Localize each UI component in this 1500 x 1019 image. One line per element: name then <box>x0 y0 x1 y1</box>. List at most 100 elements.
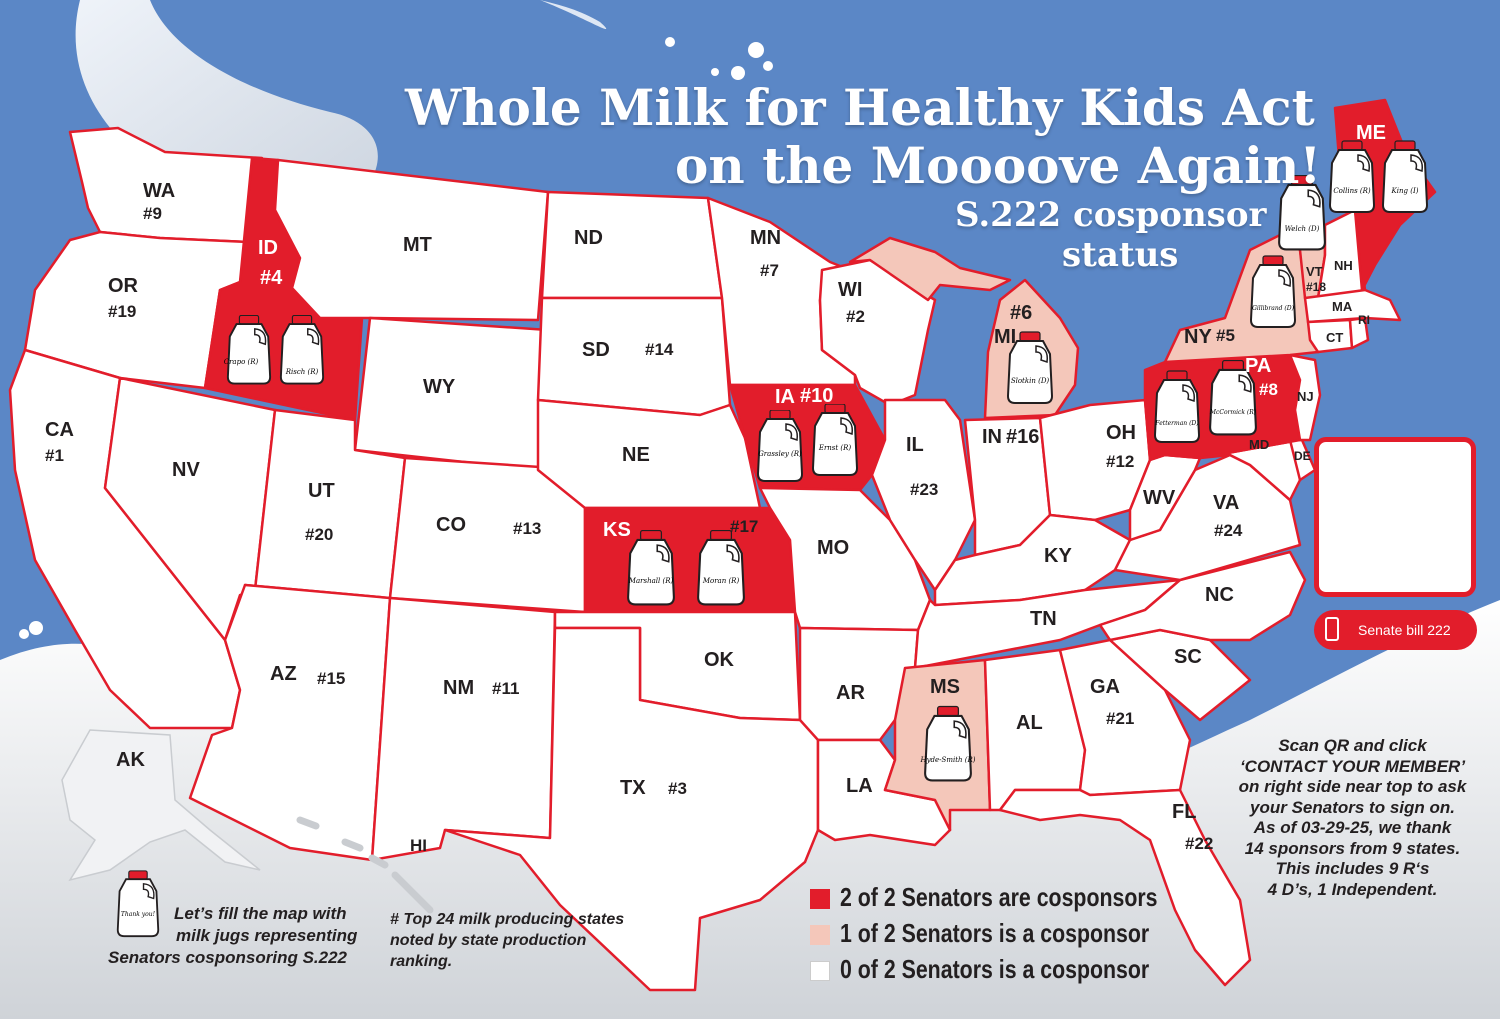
rank-tx: #3 <box>668 779 687 798</box>
label-ok: OK <box>704 649 734 671</box>
rank-wi: #2 <box>846 307 865 326</box>
label-ia: IA <box>775 386 795 408</box>
rank-fl: #22 <box>1185 834 1214 853</box>
rank-wa: #9 <box>143 204 162 223</box>
label-nh: NH <box>1334 258 1353 273</box>
subtitle-line-1: S.222 cosponsor <box>955 195 1267 235</box>
label-nc: NC <box>1205 584 1234 606</box>
senate-bill-label: Senate bill 222 <box>1358 622 1451 638</box>
senate-bill-link[interactable]: Senate bill 222 <box>1314 610 1477 650</box>
state-tx <box>443 626 820 992</box>
label-ms: MS <box>930 676 960 698</box>
rank-id: #4 <box>260 267 283 289</box>
rank-sd: #14 <box>645 340 674 359</box>
label-ne: NE <box>622 444 650 466</box>
scan-line-3: on right side near top to ask <box>1238 777 1467 796</box>
rank-va: #24 <box>1214 521 1243 540</box>
scan-line-7: This includes 9 R‘s <box>1275 859 1430 878</box>
rank-ia: #10 <box>800 385 834 407</box>
rank-co: #13 <box>513 519 542 538</box>
label-al: AL <box>1016 712 1043 734</box>
label-ca: CA <box>45 419 74 441</box>
top24-note: # Top 24 milk producing states noted by … <box>390 909 640 972</box>
svg-text:Fetterman (D): Fetterman (D) <box>1154 420 1199 427</box>
title-line-1: Whole Milk for Healthy Kids Act <box>405 78 1315 137</box>
svg-text:Hyde-Smith (R): Hyde-Smith (R) <box>920 756 976 764</box>
jug-id-crapo: Crapo (R) <box>224 315 272 385</box>
label-az: AZ <box>270 663 297 685</box>
rank-ga: #21 <box>1106 709 1135 728</box>
label-mi: MI <box>994 326 1017 348</box>
label-tn: TN <box>1030 608 1057 630</box>
jug-ks-moran: Moran (R) <box>697 530 745 606</box>
scan-line-4: your Senators to sign on. <box>1250 797 1455 817</box>
jug-id-risch: Risch (R) <box>279 315 325 385</box>
rank-oh: #12 <box>1106 452 1135 471</box>
state-ct <box>1306 318 1354 354</box>
rank-vt: #18 <box>1306 280 1327 294</box>
label-ky: KY <box>1044 545 1072 567</box>
jug-pa-fetterman: Fetterman (D) <box>1153 370 1201 444</box>
jug-vt-welch: Welch (D) <box>1278 175 1326 251</box>
label-sc: SC <box>1174 646 1202 668</box>
jug-pa-mccormick: McCormick (R) <box>1209 360 1257 436</box>
label-oh: OH <box>1106 422 1136 444</box>
label-de: DE <box>1294 449 1311 463</box>
label-ak: AK <box>116 749 145 771</box>
label-ar: AR <box>836 682 865 704</box>
legend-swatch-two <box>810 889 830 909</box>
label-wv: WV <box>1143 487 1176 509</box>
rank-ks: #17 <box>730 517 759 536</box>
jug-ny-gillibrand: Gillibrand (D) <box>1249 255 1297 329</box>
svg-text:Crapo (R): Crapo (R) <box>224 358 259 366</box>
rank-az: #15 <box>317 669 346 688</box>
state-mi-upper <box>848 236 1012 302</box>
jug-ia-ernst: Ernst (R) <box>812 404 858 476</box>
fill-line-2: milk jugs representing <box>176 926 358 945</box>
jug-me-king: King (I) <box>1381 140 1429 214</box>
rank-ny: #5 <box>1216 326 1235 345</box>
label-mt: MT <box>403 234 432 256</box>
top24-line-3: ranking. <box>390 953 453 970</box>
label-me: ME <box>1356 122 1386 144</box>
top24-line-2: noted by state production <box>390 932 587 949</box>
rank-mn: #7 <box>760 261 779 280</box>
top24-line-1: # Top 24 milk producing states <box>390 911 625 928</box>
label-ny: NY <box>1184 326 1212 348</box>
svg-text:Gillibrand (D): Gillibrand (D) <box>1252 305 1295 312</box>
jug-ms-hyde-smith: Hyde-Smith (R) <box>920 705 976 782</box>
state-hi <box>296 816 434 914</box>
rank-pa: #8 <box>1259 380 1278 399</box>
svg-text:Slotkin (D): Slotkin (D) <box>1011 377 1050 385</box>
fill-line-1: Let’s fill the map with <box>174 904 347 923</box>
fill-line-3: Senators cosponsoring S.222 <box>108 948 348 967</box>
jug-ks-marshall: Marshall (R) <box>627 530 675 606</box>
label-nj: NJ <box>1297 389 1314 404</box>
label-mn: MN <box>750 227 782 249</box>
state-ri <box>1348 316 1370 350</box>
label-ks: KS <box>603 519 631 541</box>
svg-text:Moran (R): Moran (R) <box>702 577 740 585</box>
svg-text:King (I): King (I) <box>1391 187 1419 195</box>
legend-swatch-zero <box>810 961 830 981</box>
rank-mi: #6 <box>1010 302 1033 324</box>
rank-ca: #1 <box>45 446 64 465</box>
state-nm <box>370 596 557 862</box>
label-mo: MO <box>817 537 850 559</box>
qr-code-frame[interactable] <box>1314 437 1476 597</box>
legend-swatch-one <box>810 925 830 945</box>
legend-label-one: 1 of 2 Senators is a cosponsor <box>840 918 1150 948</box>
label-ri: RI <box>1358 313 1370 327</box>
scan-line-1: Scan QR and click <box>1278 736 1427 755</box>
rank-ut: #20 <box>305 525 334 544</box>
state-sd <box>536 296 732 417</box>
state-ak <box>61 729 261 882</box>
label-co: CO <box>436 514 466 536</box>
jug-me-collins: Collins (R) <box>1328 140 1376 214</box>
scan-line-2: ‘CONTACT YOUR MEMBER’ <box>1239 756 1466 776</box>
label-nm: NM <box>443 677 475 699</box>
label-wy: WY <box>423 376 456 398</box>
rank-nm: #11 <box>492 679 520 698</box>
rank-or: #19 <box>108 302 137 321</box>
